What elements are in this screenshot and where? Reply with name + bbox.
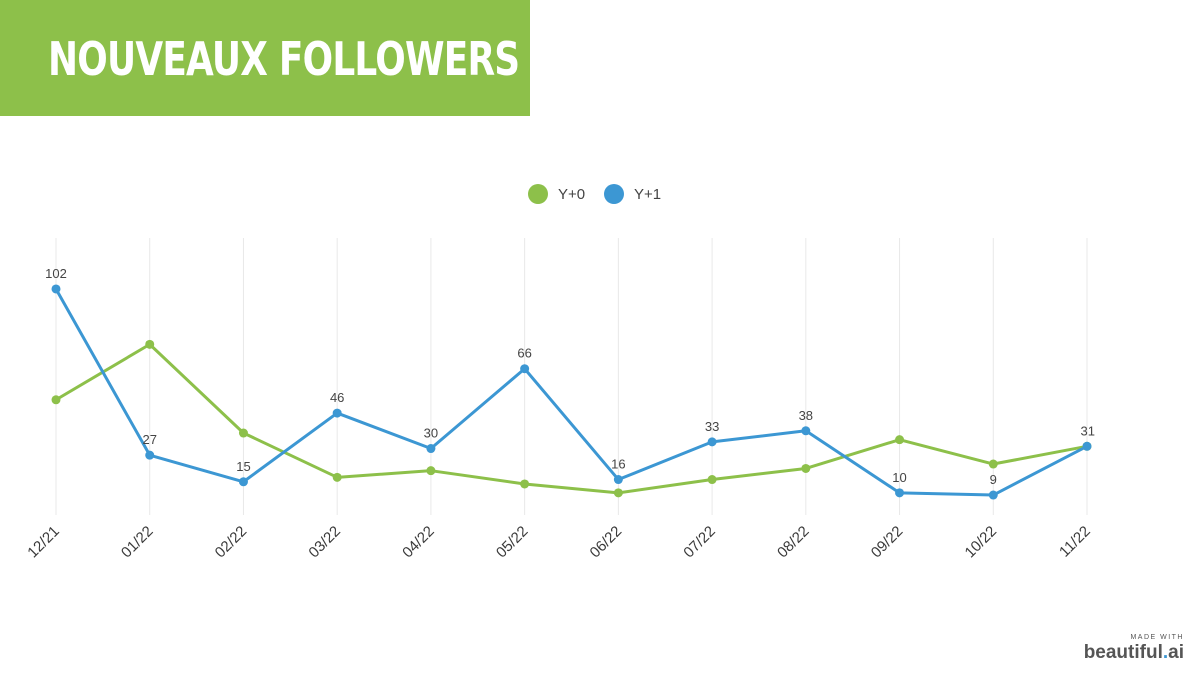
data-label: 66 [517,346,531,361]
data-point-y1 [801,426,811,436]
title-banner: NOUVEAUX FOLLOWERS [0,0,530,116]
series-line-y1 [54,288,1088,497]
data-point-y0 [426,466,436,476]
x-tick-label: 09/22 [868,523,907,562]
data-point-y0 [613,488,623,498]
data-label: 15 [236,459,250,474]
data-point-y1 [895,488,905,498]
data-point-y0 [51,395,61,405]
x-tick-label: 07/22 [680,523,719,562]
x-tick-label: 03/22 [305,523,344,562]
data-point-y1 [332,408,342,418]
x-tick-label: 10/22 [962,523,1001,562]
data-label: 16 [611,457,625,472]
x-tick-label: 12/21 [24,523,63,562]
data-label: 27 [142,432,156,447]
made-with-watermark: MADE WITH beautiful.ai [1084,634,1184,664]
data-point-y0 [520,479,530,489]
data-point-y1 [145,450,155,460]
data-point-y0 [707,475,717,485]
data-point-y0 [145,339,155,349]
watermark-dot: . [1162,642,1169,663]
data-point-y0 [801,463,811,473]
data-label: 9 [990,472,997,487]
x-tick-label: 06/22 [587,523,626,562]
legend-item-y1: Y+1 [604,184,661,204]
data-point-y1 [238,477,248,487]
legend-label-y1: Y+1 [634,185,662,203]
data-point-y1 [1082,441,1092,451]
series-line-y0 [55,342,1088,495]
watermark-brand: beautiful [1083,642,1163,663]
data-label: 31 [1081,423,1095,438]
x-tick-label: 11/22 [1056,523,1094,561]
data-label: 10 [892,470,906,485]
x-tick-label: 01/22 [118,523,157,562]
legend-swatch-y0 [528,184,548,204]
data-label: 102 [45,266,67,281]
data-point-y1 [520,364,530,374]
data-point-y0 [332,472,342,482]
x-tick-label: 04/22 [399,523,438,562]
data-label: 46 [330,390,344,405]
watermark-logo: beautiful.ai [1084,642,1184,664]
data-point-y1 [426,444,436,454]
data-label: 30 [424,426,438,441]
legend-label-y0: Y+0 [558,185,586,203]
x-tick-label: 05/22 [493,523,532,562]
data-point-y0 [988,459,998,469]
legend-item-y0: Y+0 [528,184,585,204]
data-point-y0 [895,435,905,445]
data-point-y1 [613,475,623,485]
data-point-y0 [238,428,248,438]
x-tick-label: 08/22 [774,523,813,562]
watermark-suffix: ai [1168,642,1184,663]
data-point-y1 [51,284,61,294]
chart-title: NOUVEAUX FOLLOWERS [48,32,520,86]
x-tick-label: 02/22 [212,523,251,562]
watermark-made-with: MADE WITH [1130,634,1184,641]
data-point-y1 [707,437,717,447]
data-label: 38 [799,408,813,423]
data-point-y1 [988,490,998,500]
legend-swatch-y1 [604,184,624,204]
data-label: 33 [705,419,719,434]
